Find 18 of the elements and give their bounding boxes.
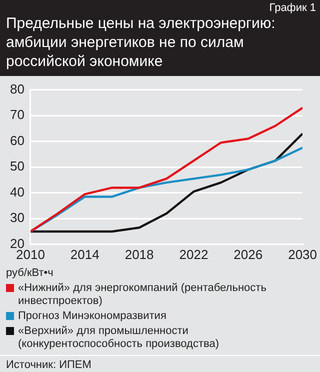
- x-tick-label: 2018: [124, 246, 154, 262]
- text: Источник: ИПЕМ: [0, 355, 320, 372]
- y-tick-label: 50: [10, 158, 24, 174]
- y-tick-label: 40: [10, 184, 24, 200]
- x-tick-label: 2030: [288, 246, 317, 262]
- text: График 1: [269, 2, 316, 14]
- legend-label: «Нижний» для энергокомпаний (рентабельность инвестпроектов): [18, 282, 268, 308]
- chart-title: Предельные цены на электроэнергию: амбиции энергетиков не по силам российской экономике: [6, 15, 276, 70]
- y-tick-label: 60: [10, 132, 24, 148]
- legend-label: «Верхний» для промышленности (конкурентоспособность производства): [18, 325, 220, 351]
- x-tick-label: 2014: [70, 246, 100, 262]
- legend-label: Прогноз Минэкономразвития: [18, 310, 166, 323]
- y-tick-label: 70: [10, 107, 24, 122]
- x-tick-label: 2026: [234, 246, 263, 262]
- x-tick-label: 2022: [179, 246, 208, 262]
- y-axis-title: руб/кВт•ч: [5, 266, 54, 281]
- y-tick-label: 80: [10, 81, 24, 96]
- y-tick-label: 30: [10, 210, 24, 226]
